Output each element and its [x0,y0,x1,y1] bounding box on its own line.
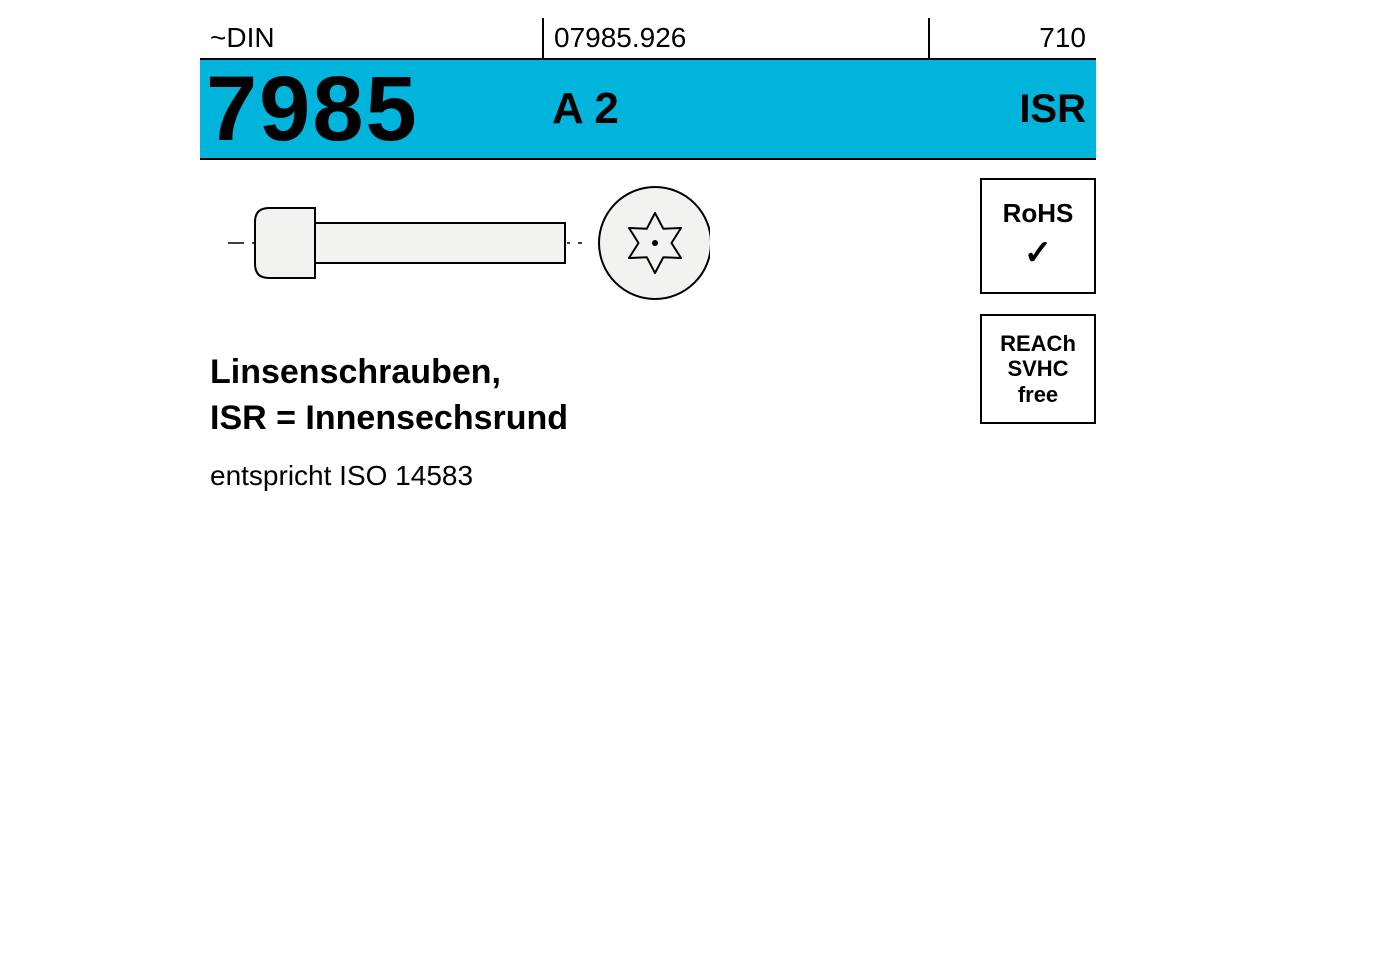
hdr-material: A 2 [542,60,928,158]
hdr-code: 710 [928,18,1096,58]
check-icon: ✓ [1024,234,1053,273]
reach-line-3: free [1018,382,1058,407]
screw-diagram-svg [210,178,710,308]
reach-line-1: REACh [1000,331,1076,356]
rohs-label: RoHS [1003,199,1074,229]
desc-line-1: Linsenschrauben, [210,350,568,396]
reach-badge: REACh SVHC free [980,314,1096,424]
hdr-drive: ISR [928,60,1096,158]
desc-note: entspricht ISO 14583 [210,460,568,492]
hdr-din-number: 7985 [206,63,419,155]
description-block: Linsenschrauben, ISR = Innensechsrund en… [210,350,568,492]
content-area: Linsenschrauben, ISR = Innensechsrund en… [200,160,1096,180]
reach-line-2: SVHC [1007,356,1068,381]
desc-line-2: ISR = Innensechsrund [210,396,568,442]
hdr-din-number-cell: 7985 [200,60,542,158]
screw-diagram [210,178,710,313]
hdr-article-number: 07985.926 [542,18,928,58]
header-row-1: ~DIN 07985.926 710 [200,18,1096,60]
hdr-standard-prefix: ~DIN [200,18,542,58]
compliance-badges: RoHS ✓ REACh SVHC free [980,178,1096,444]
rohs-badge: RoHS ✓ [980,178,1096,294]
spec-sheet: ~DIN 07985.926 710 7985 A 2 ISR Linsensc… [200,18,1096,180]
header-row-2: 7985 A 2 ISR [200,60,1096,160]
